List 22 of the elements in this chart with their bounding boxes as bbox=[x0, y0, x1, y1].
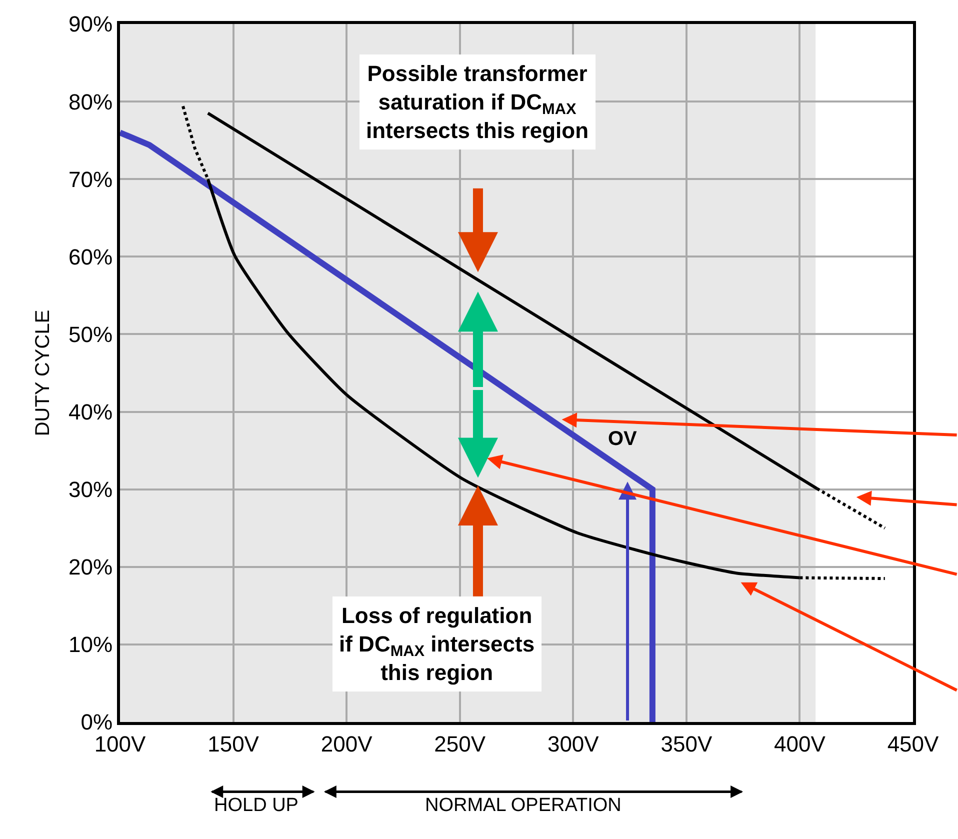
annotation: Possible transformer saturation if DC$_{MAX}$ intersects this region bbox=[366, 61, 589, 144]
x-tick-label: 200V bbox=[320, 731, 373, 756]
y-tick-label: 40% bbox=[68, 399, 113, 424]
x-tick-label: 250V bbox=[434, 731, 486, 756]
x-tick-label: 450V bbox=[887, 731, 940, 756]
y-tick-label: 70% bbox=[68, 166, 113, 192]
x-tick-label: 400V bbox=[774, 731, 826, 756]
y-axis-title: DUTY CYCLE bbox=[32, 310, 54, 436]
y-tick-label: 60% bbox=[68, 244, 113, 270]
x-tick-label: 300V bbox=[547, 731, 600, 756]
annotation: OV bbox=[608, 428, 638, 450]
y-tick-label: 10% bbox=[68, 632, 113, 658]
x-tick-label: 350V bbox=[660, 731, 712, 756]
annotation: Loss of regulation if DC$_{MAX}$ intersects this region bbox=[339, 603, 535, 686]
y-tick-label: 30% bbox=[68, 477, 113, 502]
y-tick-label: 20% bbox=[68, 554, 113, 580]
x-tick-label: 150V bbox=[208, 731, 260, 756]
text: NORMAL OPERATION bbox=[425, 795, 622, 816]
y-tick-label: 80% bbox=[68, 89, 113, 114]
y-tick-label: 50% bbox=[68, 322, 113, 347]
y-tick-label: 90% bbox=[68, 12, 113, 37]
text: HOLD UP bbox=[214, 795, 298, 816]
